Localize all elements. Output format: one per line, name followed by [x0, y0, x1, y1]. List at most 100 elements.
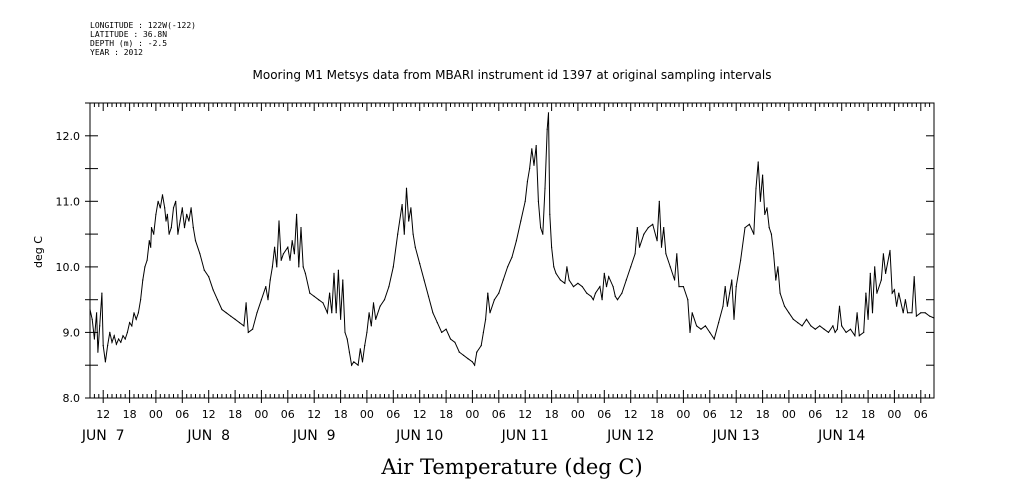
data-point	[663, 227, 665, 229]
data-point	[713, 338, 715, 340]
data-point	[889, 249, 891, 252]
x-axis-title: Air Temperature (deg C)	[380, 455, 642, 479]
data-point	[564, 282, 566, 284]
y-tick-label: 8.0	[63, 392, 81, 405]
data-point	[243, 325, 245, 327]
data-point	[572, 286, 575, 288]
data-point	[924, 312, 926, 314]
data-point	[547, 112, 550, 114]
plot-frame	[89, 102, 935, 399]
data-point	[463, 354, 465, 356]
data-point	[687, 299, 689, 301]
data-point	[485, 318, 487, 320]
data-point	[768, 227, 770, 229]
data-point	[856, 312, 858, 314]
x-day-label: JUN 8	[186, 428, 230, 444]
data-point	[665, 253, 667, 255]
data-point	[267, 299, 269, 301]
data-point	[109, 331, 111, 333]
data-point	[891, 292, 893, 294]
data-point	[449, 338, 452, 340]
y-axis-label: deg C	[32, 236, 45, 268]
data-point	[91, 318, 93, 320]
data-point	[744, 227, 746, 229]
data-point	[849, 328, 852, 330]
data-point	[755, 187, 757, 189]
data-point	[101, 292, 103, 294]
data-point	[129, 322, 131, 324]
data-point	[621, 292, 623, 294]
x-hour-label: 06	[703, 408, 717, 421]
data-point	[342, 279, 344, 281]
data-point	[190, 207, 192, 209]
data-point	[658, 200, 660, 202]
data-point	[375, 318, 377, 320]
data-point	[234, 318, 236, 320]
x-hour-label: 00	[465, 408, 479, 421]
data-point	[867, 318, 869, 320]
data-point	[689, 331, 691, 333]
data-point	[559, 279, 562, 281]
data-point	[783, 305, 786, 307]
x-hour-label: 18	[650, 408, 664, 421]
data-point	[630, 266, 632, 268]
data-point	[118, 338, 120, 340]
x-hour-label: 06	[597, 408, 611, 421]
data-point	[309, 292, 311, 294]
data-point	[458, 351, 460, 353]
data-point	[212, 289, 214, 291]
data-point	[274, 246, 276, 248]
data-point	[115, 343, 117, 345]
data-point	[605, 286, 608, 288]
x-hour-label: 00	[360, 408, 374, 421]
data-point	[427, 295, 430, 297]
data-point	[599, 286, 601, 288]
data-point	[880, 279, 882, 281]
data-point	[933, 317, 935, 319]
data-point	[586, 292, 588, 294]
data-point	[353, 361, 355, 363]
data-point	[770, 233, 773, 235]
year-text: YEAR : 2012	[90, 48, 143, 57]
data-point	[282, 253, 284, 255]
metadata-block: LONGITUDE : 122W(-122) LATITUDE : 36.8N …	[90, 21, 196, 57]
data-point	[871, 312, 874, 314]
data-point	[634, 253, 636, 255]
data-point	[865, 292, 867, 294]
data-point	[845, 331, 847, 333]
x-hour-label: 12	[518, 408, 532, 421]
data-point	[405, 187, 408, 189]
data-point	[885, 272, 887, 274]
data-point	[296, 213, 298, 215]
data-point	[247, 331, 249, 333]
data-point	[203, 269, 205, 271]
data-point	[96, 312, 98, 314]
y-tick-label: 11.0	[56, 195, 81, 208]
data-point	[346, 338, 348, 340]
x-hour-label: 12	[307, 408, 321, 421]
data-point	[293, 253, 295, 255]
data-point	[676, 253, 678, 255]
data-point	[366, 331, 368, 333]
data-point	[188, 220, 190, 222]
data-point	[766, 207, 768, 209]
data-point	[379, 305, 381, 307]
data-point	[502, 279, 504, 281]
data-point	[898, 292, 900, 294]
data-point	[471, 361, 473, 363]
data-point	[289, 259, 291, 261]
data-point	[709, 331, 711, 333]
data-point	[269, 279, 271, 281]
data-point	[131, 325, 133, 327]
x-hour-label: 12	[96, 408, 110, 421]
data-point	[678, 286, 680, 288]
data-point	[553, 266, 555, 268]
data-point	[493, 299, 495, 301]
data-point	[660, 246, 663, 248]
data-point	[368, 312, 370, 314]
data-point	[733, 318, 735, 320]
data-point	[410, 207, 412, 209]
data-point	[133, 312, 135, 314]
data-point	[104, 361, 106, 363]
